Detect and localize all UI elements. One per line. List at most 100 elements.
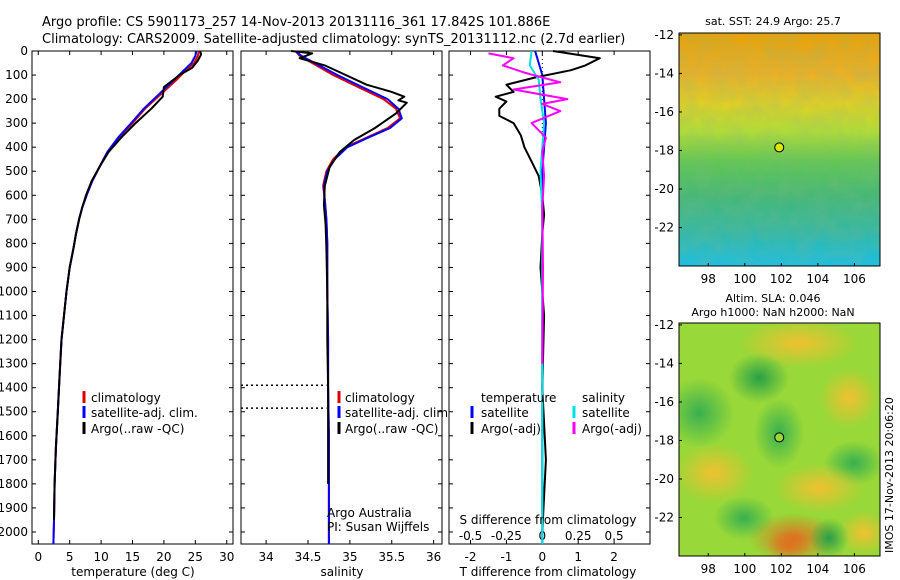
x-tick-label: 1 [574,550,582,564]
y-tick-label: 100 [5,68,28,82]
x-tick-label: 36 [426,550,441,564]
x-tick-label: -1 [500,550,512,564]
map-x-tick-label: 106 [843,562,866,576]
salinity-xlabel: salinity [320,565,363,579]
y-tick-label: 700 [5,212,28,226]
y-tick-label: 1500 [0,405,28,419]
sla-map-title-2: Argo h1000: NaN h2000: NaN [691,306,854,319]
sla-map-panel: Altim. SLA: 0.046 Argo h1000: NaN h2000:… [654,292,881,576]
header-line-1: Argo profile: CS 5901173_257 14-Nov-2013… [42,15,550,30]
salinity-axes-box [240,50,443,545]
legend-label-t-argo: Argo(-adj) [481,422,541,436]
y-tick-label: 600 [5,188,28,202]
x-tick-label: 34 [258,550,273,564]
map-y-tick-label: -14 [654,66,674,80]
map-y-tick-label: -16 [654,105,674,119]
sst-map-title: sat. SST: 24.9 Argo: 25.7 [705,15,841,28]
map-x-tick-label: 100 [733,272,756,286]
x-tick-label: 0 [539,550,547,564]
y-tick-label: 1400 [0,381,28,395]
series-line-argo-raw-qc- [291,50,408,484]
y-tick-label: 1900 [0,501,28,515]
legend-label-satellite-adj: satellite-adj. clim. [345,406,452,420]
map-y-tick-label: -20 [654,182,674,196]
sla-blob [819,368,879,428]
temperature-legend: climatology satellite-adj. clim. Argo(..… [82,391,198,436]
imos-timestamp-label: IMOS 17-Nov-2013 20:06:20 [883,397,896,553]
x-tick-label: 2 [610,550,618,564]
map-y-tick-label: -12 [654,318,674,332]
map-y-tick-label: -22 [654,220,674,234]
x-tick-label: 35.5 [378,550,405,564]
argo-position-marker [774,142,785,153]
sla-blob [809,518,849,556]
map-y-tick-label: -14 [654,356,674,370]
x-tick-label: 10 [93,550,108,564]
map-x-tick-label: 104 [806,562,829,576]
map-x-tick-label: 100 [733,562,756,576]
map-x-tick-label: 98 [701,562,716,576]
map-y-tick-label: -18 [654,143,674,157]
s-tick-label: 0.25 [565,529,592,543]
legend-label-t-satellite: satellite [481,406,529,420]
y-tick-label: 1000 [0,284,28,298]
y-tick-label: 1800 [0,477,28,491]
x-tick-label: 25 [188,550,203,564]
map-y-tick-label: -20 [654,472,674,486]
map-y-tick-label: -16 [654,395,674,409]
s-tick-label: -0.5 [459,529,482,543]
y-tick-label: 1100 [0,309,28,323]
argo-position-marker [774,432,785,443]
x-tick-label: 20 [156,550,171,564]
legend-header-temperature: temperature [481,391,556,405]
difference-legend: temperature salinity satellite Argo(-adj… [470,391,642,436]
sla-blob [774,463,864,513]
salinity-panel: 34 34.5 35 35.5 36 climatology satellite-adj… [240,50,452,579]
temperature-xlabel: temperature (deg C) [71,565,194,579]
legend-label-argo: Argo(..raw -QC) [345,422,438,436]
series-line-s-argo-adj- [488,52,569,364]
header-line-2: Climatology: CARS2009. Satellite-adjuste… [42,32,625,47]
annotation-pi-name: PI: Susan Wijffels [327,520,429,534]
annotation-argo-australia: Argo Australia [327,506,412,520]
x-tick-label: 30 [219,550,234,564]
s-tick-label: 0.5 [605,529,624,543]
salinity-legend: climatology satellite-adj. clim. Argo(..… [337,391,452,436]
y-tick-label: 1700 [0,453,28,467]
series-line-s-satellite [528,50,546,544]
sla-map-title-1: Altim. SLA: 0.046 [725,292,820,305]
s-tick-label: -0.25 [491,529,522,543]
sla-blob [679,443,754,503]
y-tick-label: 800 [5,236,28,250]
map-y-tick-label: -22 [654,510,674,524]
sla-blob [767,530,811,556]
legend-label-s-satellite: satellite [582,406,630,420]
sst-map-panel: sat. SST: 24.9 Argo: 25.7 [654,15,881,286]
x-tick-label: 34.5 [295,550,322,564]
s-difference-label: S difference from climatology [460,513,637,527]
y-tick-label: 900 [5,260,28,274]
sla-blob [679,378,734,448]
x-tick-label: 5 [66,550,74,564]
y-tick-label: 400 [5,140,28,154]
legend-label-s-argo: Argo(-adj) [582,422,642,436]
map-x-tick-label: 102 [770,562,793,576]
legend-header-salinity: salinity [582,391,625,405]
series-line-argo-raw-qc- [53,50,202,521]
sla-blob [729,353,789,403]
sst-axes-box [678,32,881,267]
y-tick-label: 0 [20,44,28,58]
map-x-tick-label: 106 [843,272,866,286]
y-tick-label: 300 [5,116,28,130]
map-x-tick-label: 98 [701,272,716,286]
difference-axes-box [448,50,651,545]
map-x-tick-label: 102 [770,272,793,286]
x-tick-label: -2 [465,550,477,564]
temperature-panel: 0100200300400500600700800900100011001200… [0,44,234,579]
map-y-tick-label: -18 [654,433,674,447]
map-y-tick-label: -12 [654,28,674,42]
x-tick-label: 35 [342,550,357,564]
legend-label-satellite-adj: satellite-adj. clim. [91,406,198,420]
